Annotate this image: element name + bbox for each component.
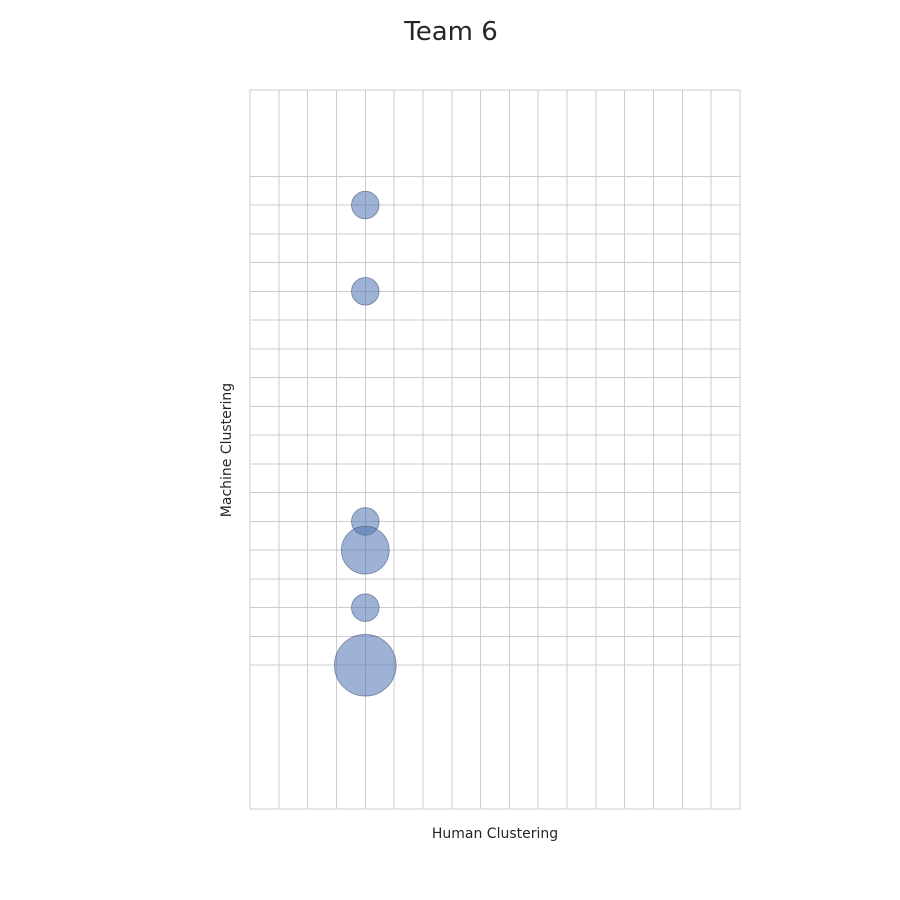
chart-title: Team 6 bbox=[403, 17, 498, 47]
y-axis-label: Machine Clustering bbox=[219, 383, 235, 517]
x-axis-label: Human Clustering bbox=[432, 826, 558, 842]
data-point bbox=[351, 190, 380, 220]
data-point bbox=[334, 633, 397, 697]
data-point bbox=[351, 593, 380, 622]
grid bbox=[249, 90, 741, 809]
data-point bbox=[351, 277, 380, 306]
data-point bbox=[340, 525, 390, 575]
bubbles bbox=[334, 190, 397, 697]
plot-frame bbox=[249, 89, 741, 810]
